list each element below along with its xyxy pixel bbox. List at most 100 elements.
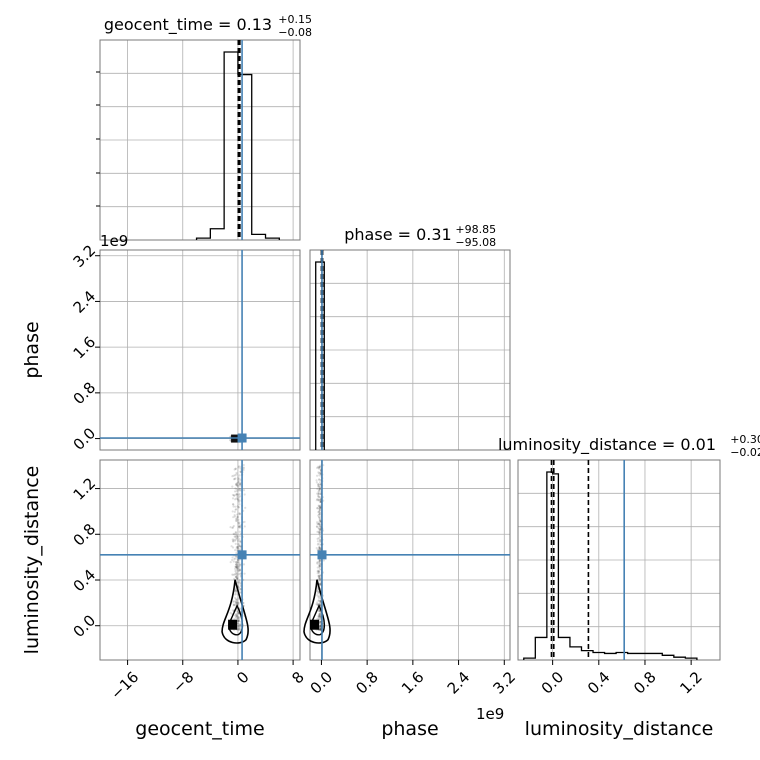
- sample-point: [235, 574, 238, 577]
- sample-point: [234, 542, 237, 545]
- sample-point: [236, 609, 239, 613]
- sample-point: [236, 577, 239, 580]
- sample-point: [239, 572, 242, 575]
- x-tick-label: 2.4: [444, 668, 474, 698]
- hist-panel-luminosity_distance: [517, 459, 721, 661]
- sample-point: [237, 622, 240, 625]
- sample-point: [318, 579, 322, 582]
- sample-point: [316, 521, 319, 524]
- sample-point: [318, 565, 321, 568]
- sample-point: [234, 590, 237, 593]
- sample-point: [239, 487, 242, 490]
- sample-point: [236, 561, 240, 564]
- sample-point: [239, 524, 242, 528]
- sample-point: [319, 614, 322, 617]
- sample-point: [319, 485, 322, 489]
- sample-point: [237, 565, 241, 568]
- sample-point: [231, 538, 234, 541]
- sample-point: [318, 499, 321, 502]
- sample-point: [231, 510, 234, 513]
- sample-point: [319, 628, 322, 631]
- sample-point: [237, 620, 241, 623]
- sample-point: [318, 621, 321, 624]
- sample-point: [235, 577, 239, 580]
- sample-point: [316, 494, 320, 497]
- density-peak: [310, 619, 319, 630]
- sample-point: [234, 565, 237, 568]
- sample-point: [233, 514, 236, 517]
- sample-point: [319, 577, 322, 581]
- sample-point: [235, 490, 238, 493]
- hist-grid-luminosity_distance: [518, 460, 720, 660]
- sample-point: [318, 546, 321, 549]
- sample-point: [238, 544, 241, 548]
- sample-point: [316, 561, 319, 564]
- sample-point: [319, 506, 322, 509]
- sample-point: [238, 495, 242, 498]
- sample-point: [316, 543, 319, 546]
- sample-point: [319, 500, 322, 504]
- sample-point: [237, 558, 240, 562]
- sample-point: [316, 588, 320, 591]
- sample-point: [237, 619, 240, 622]
- sample-point: [318, 531, 322, 534]
- sample-point: [235, 546, 238, 549]
- sample-point: [319, 525, 322, 528]
- sample-point: [319, 624, 322, 627]
- sample-point: [317, 537, 320, 540]
- sample-point: [242, 467, 245, 470]
- sample-point: [233, 494, 236, 497]
- sample-point: [318, 628, 322, 631]
- sample-point: [315, 466, 319, 469]
- sample-point: [319, 506, 322, 510]
- sample-point: [238, 579, 241, 582]
- sample-point: [319, 574, 322, 577]
- sample-point: [238, 587, 241, 590]
- sample-point: [231, 540, 235, 543]
- sample-point: [316, 548, 319, 551]
- sample-point: [237, 627, 241, 630]
- histogram-phase: [315, 261, 325, 450]
- sample-point: [237, 625, 240, 628]
- sample-point: [235, 616, 238, 619]
- x-tick-label: 1.2: [676, 668, 706, 698]
- sample-point: [237, 480, 240, 484]
- sample-point: [236, 598, 239, 601]
- sample-point: [234, 575, 237, 578]
- y-axis-label-phase: phase: [21, 321, 43, 378]
- sample-point: [234, 613, 238, 616]
- sample-point: [236, 628, 240, 631]
- sample-point: [237, 612, 240, 615]
- sample-point: [233, 617, 236, 620]
- sample-point: [319, 625, 322, 628]
- sample-point: [232, 478, 236, 481]
- y-tick-label: 2.4: [70, 287, 100, 317]
- hist-grid-phase: [310, 250, 510, 450]
- sample-point: [237, 476, 240, 479]
- x-tick-label: −16: [107, 668, 142, 703]
- sample-point: [234, 519, 238, 522]
- sample-point: [318, 612, 321, 615]
- sample-point: [316, 594, 319, 597]
- sample-point: [234, 600, 237, 603]
- truth-marker: [317, 550, 327, 560]
- sample-point: [239, 483, 242, 486]
- sample-point: [236, 505, 239, 508]
- sample-point: [235, 615, 239, 618]
- sample-point: [317, 617, 320, 620]
- sample-point: [234, 467, 237, 470]
- sample-point: [235, 575, 238, 578]
- sample-point: [233, 474, 237, 477]
- sample-point: [235, 517, 238, 520]
- sample-point: [231, 485, 234, 488]
- sample-point: [235, 484, 239, 487]
- sample-point: [243, 572, 246, 575]
- sample-point: [318, 565, 321, 568]
- sample-point: [317, 499, 320, 502]
- sample-point: [318, 595, 321, 598]
- sample-point: [243, 493, 246, 496]
- sample-point: [239, 470, 242, 473]
- sample-point: [244, 506, 247, 509]
- sample-point: [238, 499, 241, 502]
- grid-geocent_time-phase: [100, 250, 300, 450]
